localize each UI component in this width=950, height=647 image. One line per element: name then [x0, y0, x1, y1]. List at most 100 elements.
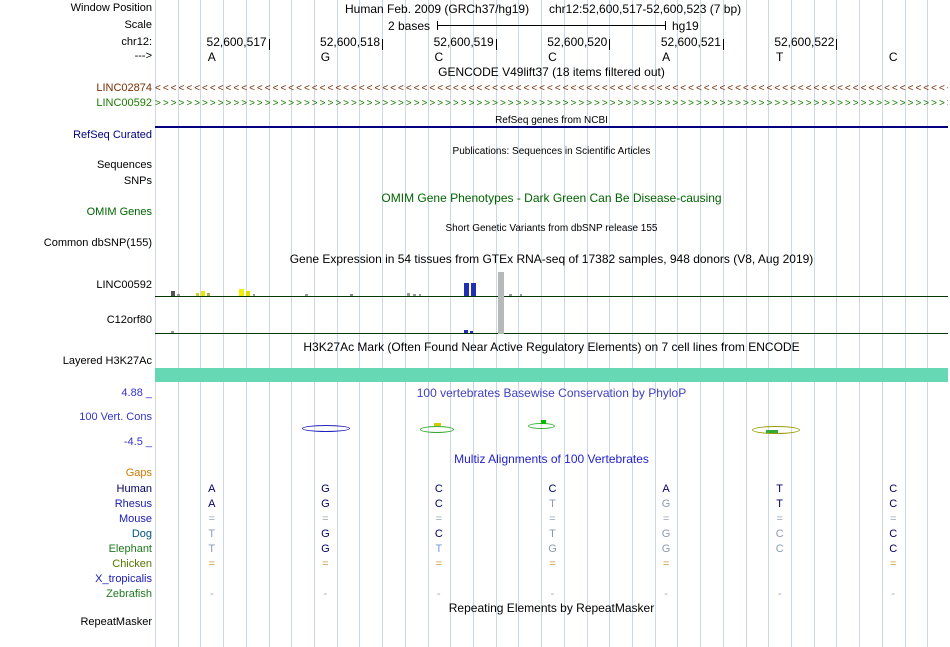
alignment-base: G: [321, 483, 330, 495]
alignment-base: =: [889, 558, 897, 570]
track-label-linc02874[interactable]: LINC02874: [96, 82, 152, 94]
alignment-base: -: [437, 588, 441, 600]
grid-line: [518, 0, 520, 647]
species-label-chicken[interactable]: Chicken: [112, 558, 152, 570]
track-label-common-dbsnp[interactable]: Common dbSNP(155): [43, 237, 152, 249]
alignment-base: =: [322, 513, 329, 525]
gtex-expression-bar[interactable]: [253, 294, 255, 296]
refseq-track-title[interactable]: RefSeq genes from NCBI: [495, 115, 608, 126]
h3k27ac-signal-bar[interactable]: [155, 368, 948, 382]
alignment-base: =: [662, 513, 670, 525]
gtex-expression-bar[interactable]: [246, 291, 250, 296]
gtex-expression-bar[interactable]: [407, 293, 410, 296]
ruler-tick: [268, 39, 270, 50]
grid-line: [268, 0, 270, 647]
grid-line: [722, 0, 724, 647]
gene-item-linc00592[interactable]: >>>>>>>>>>>>>>>>>>>>>>>>>>>>>>>>>>>>>>>>…: [155, 98, 948, 109]
conservation-mark: [541, 420, 546, 424]
alignment-base: G: [661, 543, 671, 555]
ruler-tick: [722, 39, 724, 50]
window-position-label: Window Position: [70, 2, 152, 14]
grid-line: [632, 0, 633, 647]
gencode-track-title[interactable]: GENCODE V49lift37 (18 items filtered out…: [438, 65, 665, 79]
repeatmasker-track-title[interactable]: Repeating Elements by RepeatMasker: [448, 601, 655, 615]
alignment-base: =: [322, 558, 329, 570]
track-label-snps[interactable]: SNPs: [123, 175, 152, 187]
species-label-x_tropicalis[interactable]: X_tropicalis: [95, 573, 152, 585]
gtex-expression-bar[interactable]: [305, 294, 308, 296]
gtex-expression-bar[interactable]: [171, 331, 174, 333]
track-label-gtex-c12orf80[interactable]: C12orf80: [106, 314, 152, 326]
gene-item-linc02874[interactable]: <<<<<<<<<<<<<<<<<<<<<<<<<<<<<<<<<<<<<<<<…: [155, 83, 948, 94]
grid-line: [927, 0, 929, 647]
gtex-expression-bar[interactable]: [471, 283, 476, 296]
species-label-elephant[interactable]: Elephant: [108, 543, 152, 555]
position-display: chr12:52,600,517-52,600,523 (7 bp): [549, 2, 742, 16]
ref-base-7: C: [888, 50, 898, 64]
phylop-max-label: 4.88 _: [121, 387, 152, 399]
alignment-base: =: [208, 558, 215, 570]
ref-base-3: C: [434, 50, 444, 64]
alignment-base: C: [775, 543, 784, 555]
track-label-sequences[interactable]: Sequences: [96, 159, 152, 171]
grid-line: [904, 0, 906, 647]
species-label-mouse[interactable]: Mouse: [118, 513, 152, 525]
alignment-base: C: [434, 498, 443, 510]
alignment-base: C: [889, 498, 898, 510]
refseq-gene-item[interactable]: [155, 126, 948, 128]
grid-line: [359, 0, 361, 647]
gtex-track-title[interactable]: Gene Expression in 54 tissues from GTEx …: [289, 252, 814, 266]
grid-line: [791, 0, 792, 647]
phylop-min-label: -4.5 _: [123, 436, 152, 448]
multiz-track-title[interactable]: Multiz Alignments of 100 Vertebrates: [454, 452, 649, 466]
gtex-expression-bar[interactable]: [177, 294, 180, 296]
track-label-refseq-curated[interactable]: RefSeq Curated: [73, 129, 152, 141]
alignment-base: =: [435, 513, 443, 525]
track-label-omim-genes[interactable]: OMIM Genes: [86, 206, 152, 218]
alignment-base: G: [321, 498, 330, 510]
ruler-coordinate: 52,600,519: [433, 35, 494, 49]
alignment-base: C: [889, 528, 898, 540]
conservation-mark: [302, 425, 350, 432]
alignment-base: =: [662, 558, 670, 570]
chrom-label: chr12:: [121, 36, 152, 48]
species-label-zebrafish[interactable]: Zebrafish: [106, 588, 152, 600]
h3k27ac-track-title[interactable]: H3K27Ac Mark (Often Found Near Active Re…: [303, 340, 800, 354]
publications-track-title[interactable]: Publications: Sequences in Scientific Ar…: [452, 146, 651, 157]
conservation-mark: [752, 426, 800, 434]
gtex-expression-bar[interactable]: [350, 294, 353, 296]
alignment-base: C: [889, 543, 898, 555]
dbsnp-track-title[interactable]: Short Genetic Variants from dbSNP releas…: [445, 223, 658, 234]
gtex-expression-bar[interactable]: [171, 291, 175, 296]
gtex-expression-bar[interactable]: [464, 283, 469, 296]
alignment-base: C: [434, 483, 443, 495]
gtex-expression-bar[interactable]: [464, 330, 468, 333]
track-label-linc00592[interactable]: LINC00592: [96, 97, 152, 109]
track-label-layered-h3k27ac[interactable]: Layered H3K27Ac: [62, 355, 152, 367]
omim-track-title[interactable]: OMIM Gene Phenotypes - Dark Green Can Be…: [381, 191, 722, 205]
grid-line: [155, 0, 156, 647]
scale-bar: [437, 21, 666, 30]
gtex-expression-bar[interactable]: [196, 293, 199, 296]
ruler-tick: [495, 39, 497, 50]
gtex-expression-bar[interactable]: [470, 331, 473, 333]
grid-line: [677, 0, 679, 647]
track-label-100-vert-cons[interactable]: 100 Vert. Cons: [79, 411, 152, 423]
grid-line: [291, 0, 293, 647]
gtex-expression-bar[interactable]: [509, 294, 512, 296]
gtex-expression-bar[interactable]: [413, 294, 416, 296]
gtex-expression-bar[interactable]: [520, 294, 522, 296]
track-label-gtex-linc00592[interactable]: LINC00592: [96, 279, 152, 291]
track-label-repeatmasker[interactable]: RepeatMasker: [80, 616, 152, 628]
alignment-base: -: [209, 588, 214, 600]
gtex-expression-bar[interactable]: [239, 289, 244, 296]
gtex-expression-bar[interactable]: [201, 291, 205, 296]
gtex-expression-bar[interactable]: [419, 294, 421, 296]
grid-line: [609, 0, 611, 647]
species-label-rhesus[interactable]: Rhesus: [114, 498, 152, 510]
species-label-human[interactable]: Human: [116, 483, 152, 495]
phylop-track-title[interactable]: 100 vertebrates Basewise Conservation by…: [416, 386, 687, 400]
species-label-dog[interactable]: Dog: [131, 528, 152, 540]
gtex-expression-bar[interactable]: [207, 293, 210, 296]
ref-base-1: A: [207, 50, 216, 64]
